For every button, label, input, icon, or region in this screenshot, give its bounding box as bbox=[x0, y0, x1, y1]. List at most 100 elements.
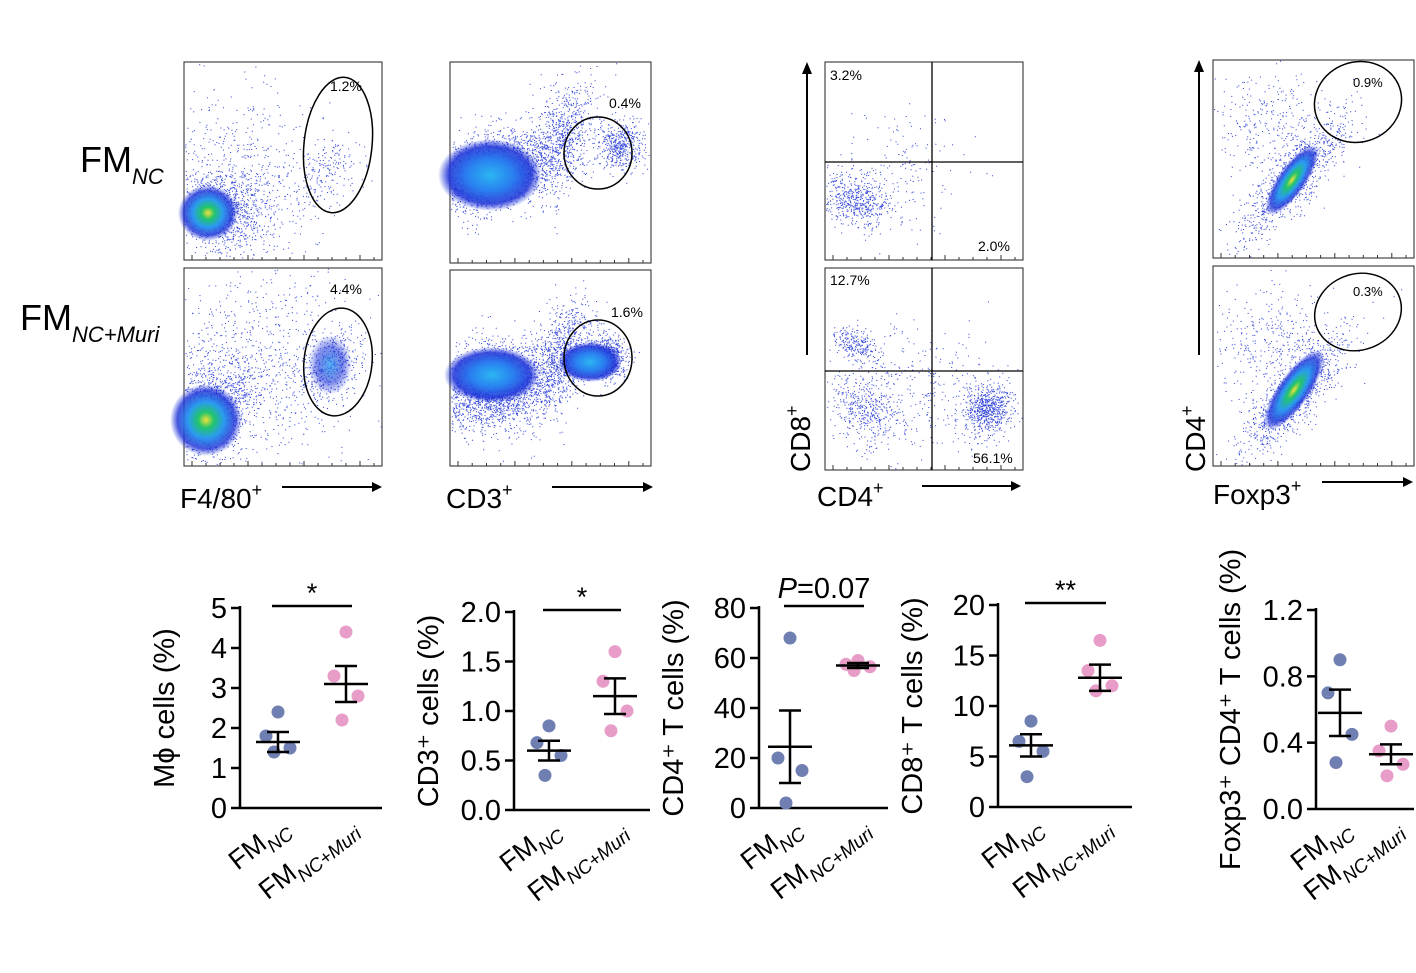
gate-percent: 1.2% bbox=[330, 78, 362, 94]
y-tick-label: 4 bbox=[211, 633, 227, 665]
density-core bbox=[1263, 349, 1325, 431]
data-point bbox=[795, 764, 809, 777]
plot-frame bbox=[824, 267, 1024, 471]
data-point bbox=[1036, 744, 1050, 758]
arrow-head bbox=[643, 482, 653, 492]
density-core bbox=[1265, 144, 1319, 216]
y-tick-label: 0.0 bbox=[461, 795, 501, 827]
data-point bbox=[1384, 719, 1398, 733]
gate-percent: 0.3% bbox=[1353, 284, 1383, 299]
data-point bbox=[538, 768, 552, 782]
axis-ticks bbox=[191, 255, 375, 260]
axis-label-x: CD4+ bbox=[817, 478, 884, 512]
data-point bbox=[1345, 727, 1359, 741]
axis-ticks bbox=[457, 461, 644, 466]
y-axis-label: Mϕ cells (%) bbox=[149, 628, 181, 788]
flow-cytometry-panels: FMNC FMNC+Muri 1.2% 4.4% F4/80+ bbox=[20, 59, 1415, 514]
axis-ticks bbox=[1220, 253, 1407, 258]
data-point bbox=[1081, 664, 1095, 678]
data-point bbox=[1024, 714, 1038, 728]
event-dots bbox=[826, 103, 993, 255]
axis-ticks bbox=[832, 255, 1016, 260]
data-point bbox=[608, 645, 622, 659]
significance-label: P=0.07 bbox=[778, 573, 871, 605]
data-point bbox=[327, 669, 341, 683]
event-dots bbox=[827, 301, 1023, 470]
data-point bbox=[596, 674, 610, 688]
gate-percent: 1.6% bbox=[611, 304, 643, 320]
y-tick-label: 0 bbox=[730, 793, 746, 825]
flow-panel-cd4-cd8: 3.2% 2.0% 12.7% 56.1% CD8+ CD4+ bbox=[782, 61, 1024, 512]
data-point bbox=[271, 705, 285, 719]
data-point bbox=[779, 796, 793, 810]
significance-label: * bbox=[307, 578, 318, 608]
data-point bbox=[1329, 756, 1343, 770]
y-axis-label: CD8⁺ T cells (%) bbox=[897, 597, 929, 814]
data-point bbox=[1093, 633, 1107, 647]
data-point bbox=[339, 625, 353, 639]
y-tick-label: 0.0 bbox=[1263, 794, 1303, 826]
density-cloud bbox=[827, 301, 1023, 470]
row-label-nc: FMNC bbox=[80, 139, 164, 189]
y-tick-label: 1.2 bbox=[1263, 595, 1303, 627]
flow-panel-f480: 1.2% 4.4% F4/80+ bbox=[170, 61, 383, 514]
y-tick-label: 0.8 bbox=[1263, 661, 1303, 693]
y-tick-label: 40 bbox=[714, 693, 746, 725]
y-axis-label: CD4⁺ T cells (%) bbox=[658, 599, 690, 816]
axis-ticks bbox=[191, 461, 375, 466]
data-point bbox=[351, 689, 365, 703]
axis-label-x: Foxp3+ bbox=[1213, 476, 1301, 510]
axis-label: CD3+ bbox=[446, 480, 513, 514]
y-tick-label: 10 bbox=[953, 691, 985, 723]
data-point bbox=[604, 724, 618, 738]
quadrant-percent: 3.2% bbox=[830, 67, 862, 83]
density-cloud bbox=[826, 103, 1016, 260]
arrow-head bbox=[372, 482, 382, 492]
y-tick-label: 3 bbox=[211, 673, 227, 705]
y-tick-label: 5 bbox=[969, 742, 985, 774]
x-category-label: FMNC+Muri bbox=[253, 811, 367, 911]
data-point bbox=[1380, 769, 1394, 783]
density-core bbox=[438, 139, 542, 211]
significance-label: * bbox=[577, 582, 588, 612]
y-tick-label: 0.4 bbox=[1263, 728, 1303, 760]
axis-ticks bbox=[832, 465, 1016, 470]
significance-label: ** bbox=[1055, 575, 1077, 605]
data-point bbox=[1333, 653, 1347, 667]
axis-ticks bbox=[457, 258, 644, 263]
density-core bbox=[444, 347, 540, 403]
y-tick-label: 5 bbox=[211, 593, 227, 625]
y-tick-label: 80 bbox=[714, 593, 746, 625]
axis-label: F4/80+ bbox=[180, 480, 262, 514]
gate-ellipse bbox=[563, 319, 633, 397]
gate-percent: 0.4% bbox=[609, 95, 641, 111]
data-point bbox=[620, 704, 634, 718]
axis-label-y: CD4+ bbox=[1177, 405, 1211, 472]
gate-ellipse bbox=[302, 76, 374, 214]
axis-ticks bbox=[1220, 461, 1407, 466]
data-point bbox=[554, 749, 568, 763]
data-point bbox=[542, 719, 556, 733]
flow-panel-foxp3: 0.9% 0.3% CD4+ Foxp3+ bbox=[1177, 59, 1415, 510]
gate-percent: 0.9% bbox=[1353, 75, 1383, 90]
axis-label-y: CD8+ bbox=[782, 405, 816, 472]
x-category-label: FMNC+Muri bbox=[1007, 810, 1121, 910]
arrow-head bbox=[1194, 60, 1204, 72]
data-point bbox=[335, 713, 349, 727]
arrow-head bbox=[802, 62, 812, 74]
y-tick-label: 0 bbox=[969, 792, 985, 824]
y-tick-label: 1.5 bbox=[461, 647, 501, 679]
y-axis-label: Foxp3⁺ CD4⁺ T cells (%) bbox=[1215, 549, 1247, 870]
row-label-nc-muri: FMNC+Muri bbox=[20, 297, 160, 347]
data-point bbox=[530, 736, 544, 750]
gate-percent: 4.4% bbox=[330, 281, 362, 297]
y-tick-label: 20 bbox=[714, 743, 746, 775]
y-tick-label: 0 bbox=[211, 793, 227, 825]
density-core bbox=[558, 342, 622, 382]
density-core bbox=[178, 185, 238, 241]
y-axis-label: CD3⁺ cells (%) bbox=[413, 615, 445, 808]
quadrant-percent: 12.7% bbox=[830, 272, 870, 288]
